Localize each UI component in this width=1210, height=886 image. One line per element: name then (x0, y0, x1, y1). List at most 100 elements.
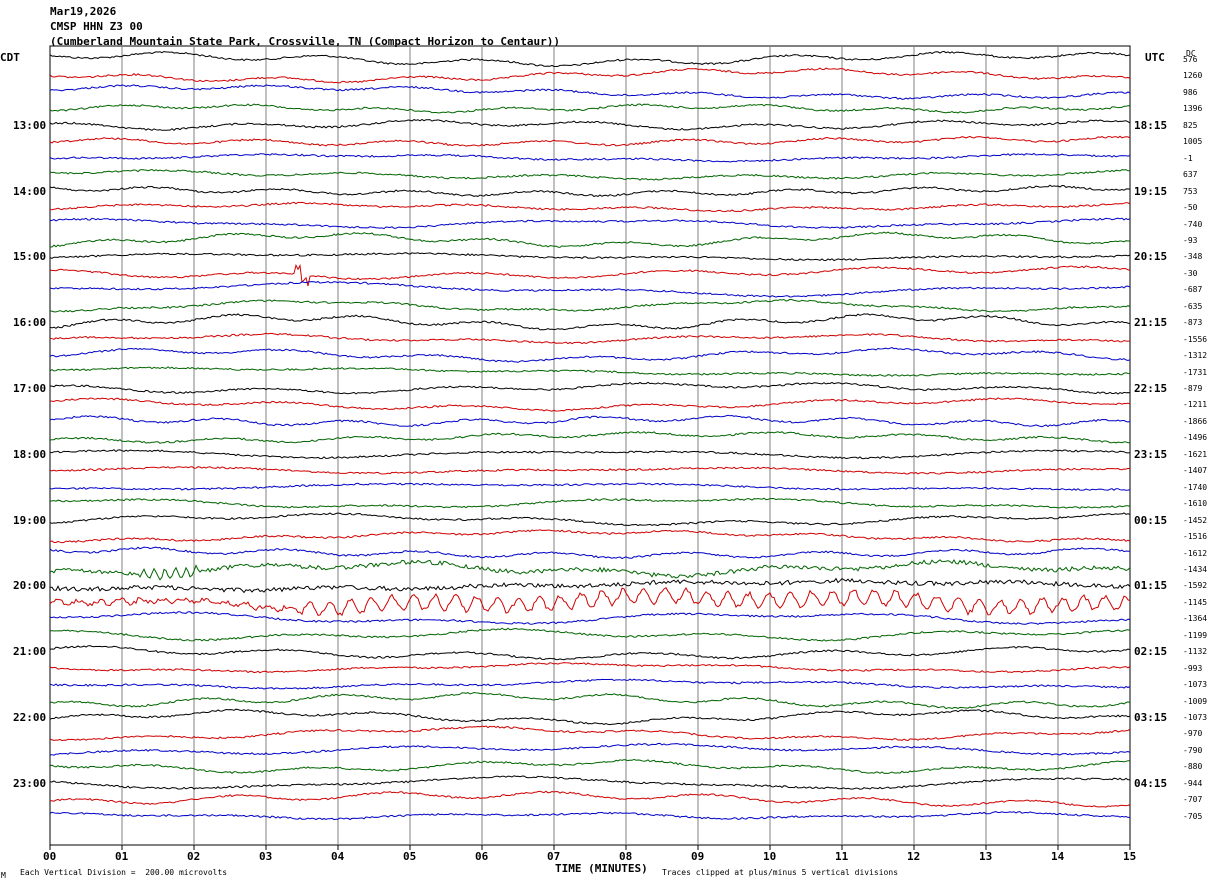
seismic-trace (49, 586, 1131, 617)
left-hour-label: 18:00 (13, 447, 47, 461)
dc-offset-label: -873 (1183, 318, 1203, 328)
left-timezone: CDT (0, 51, 20, 64)
left-hour-label: 23:00 (13, 776, 47, 790)
seismic-trace (49, 449, 1131, 460)
dc-offset-label: -879 (1183, 384, 1203, 393)
dc-offset-label: -1312 (1183, 351, 1208, 361)
seismic-trace (49, 366, 1131, 377)
seismic-trace (50, 397, 1131, 412)
dc-offset-label: -1866 (1183, 416, 1208, 426)
seismic-trace (49, 512, 1131, 527)
left-hour-label: 20:00 (13, 579, 47, 593)
dc-offset-label: -1740 (1183, 482, 1208, 492)
x-axis-label: TIME (MINUTES) (555, 862, 648, 875)
dc-offset-label: -635 (1183, 301, 1203, 311)
left-hour-label: 15:00 (13, 250, 47, 264)
dc-offset-label: -1211 (1183, 400, 1208, 410)
left-hour-label: 14:00 (13, 184, 47, 198)
x-tick-label: 01 (115, 850, 129, 863)
dc-offset-label: -348 (1183, 252, 1203, 262)
seismic-trace (49, 482, 1131, 491)
dc-offset-label: -1364 (1183, 614, 1208, 624)
dc-offset-label: -1452 (1183, 515, 1208, 525)
seismic-trace (49, 627, 1131, 642)
dc-offset-label: -93 (1183, 235, 1198, 245)
right-hour-label: 23:15 (1134, 447, 1168, 461)
right-hour-label: 22:15 (1134, 382, 1168, 395)
left-hour-label: 19:00 (13, 513, 47, 527)
dc-offset-label: -1592 (1183, 581, 1208, 591)
seismic-trace (49, 529, 1131, 544)
seismic-trace (49, 430, 1131, 444)
seismic-trace (49, 168, 1131, 181)
seismic-trace (49, 662, 1131, 674)
dc-offset-label: -1073 (1183, 713, 1208, 722)
x-tick-label: 15 (1123, 850, 1137, 863)
seismic-trace (49, 708, 1131, 726)
dc-offset-label: -1 (1183, 153, 1193, 163)
dc-offset-label: -30 (1183, 268, 1198, 278)
right-hour-label: 19:15 (1134, 184, 1168, 198)
dc-offset-label: -1009 (1183, 696, 1208, 706)
seismic-trace (49, 414, 1131, 428)
dc-offset-label: 1396 (1183, 104, 1203, 114)
dc-offset-label: -705 (1183, 811, 1203, 821)
x-tick-label: 07 (547, 850, 561, 863)
seismic-trace (49, 252, 1131, 262)
seismic-trace (49, 103, 1131, 114)
dc-offset-label: -1434 (1183, 564, 1208, 574)
seismic-trace (49, 678, 1131, 690)
dc-offset-label: 986 (1183, 87, 1198, 97)
dc-offset-label: -1145 (1183, 597, 1208, 607)
dc-offset-label: -1407 (1183, 466, 1208, 476)
left-hour-label: 17:00 (13, 382, 47, 395)
x-tick-label: 14 (1051, 850, 1065, 863)
right-hour-label: 18:15 (1134, 118, 1168, 132)
dc-offset-label: -1199 (1183, 630, 1208, 640)
x-tick-label: 13 (979, 850, 993, 863)
right-hour-label: 01:15 (1134, 579, 1168, 593)
seismic-trace (49, 347, 1131, 363)
station-id: CMSP HHN Z3 00 (50, 20, 143, 33)
seismic-trace (50, 231, 1131, 248)
right-hour-label: 00:15 (1134, 513, 1168, 527)
x-tick-label: 02 (187, 850, 201, 863)
seismic-trace (49, 313, 1131, 331)
dc-offset-label: -1610 (1183, 499, 1208, 509)
seismic-trace (49, 611, 1131, 625)
dc-offset-label: 1005 (1183, 137, 1203, 147)
seismic-trace (50, 577, 1131, 594)
seismic-trace (49, 217, 1131, 230)
dc-offset-label: -1621 (1183, 449, 1208, 459)
x-tick-label: 10 (763, 850, 777, 863)
seismic-trace (49, 381, 1131, 395)
scale-note: Each Vertical Division = 200.00 microvol… (20, 868, 228, 877)
seismic-trace (49, 135, 1131, 147)
right-hour-label: 03:15 (1134, 711, 1168, 724)
dc-offset-label: -1496 (1183, 433, 1208, 443)
chart-date: Mar19,2026 (50, 5, 117, 18)
dc-offset-label: -993 (1183, 663, 1203, 673)
seismic-trace (49, 559, 1131, 581)
dc-offset-label: 576 (1183, 55, 1198, 64)
dc-offset-label: -740 (1183, 219, 1203, 229)
station-location: (Cumberland Mountain State Park, Crossvi… (50, 35, 560, 48)
right-hour-label: 02:15 (1134, 645, 1168, 659)
x-tick-label: 00 (43, 850, 57, 863)
x-tick-label: 12 (907, 850, 921, 863)
dc-offset-label: -1556 (1183, 334, 1208, 344)
dc-offset-label: -50 (1183, 203, 1198, 213)
seismic-trace (49, 184, 1131, 198)
dc-offset-label: 753 (1183, 186, 1198, 196)
x-tick-label: 05 (403, 850, 417, 863)
dc-offset-label: 637 (1183, 170, 1198, 180)
seismic-trace (49, 742, 1131, 756)
seismic-trace (49, 758, 1131, 775)
dc-offset-label: -1612 (1183, 548, 1208, 558)
x-tick-label: 06 (475, 850, 489, 863)
dc-offset-label: -687 (1183, 285, 1203, 295)
seismic-trace (49, 790, 1131, 808)
plot-frame (49, 45, 1131, 846)
seismic-trace (49, 201, 1131, 213)
